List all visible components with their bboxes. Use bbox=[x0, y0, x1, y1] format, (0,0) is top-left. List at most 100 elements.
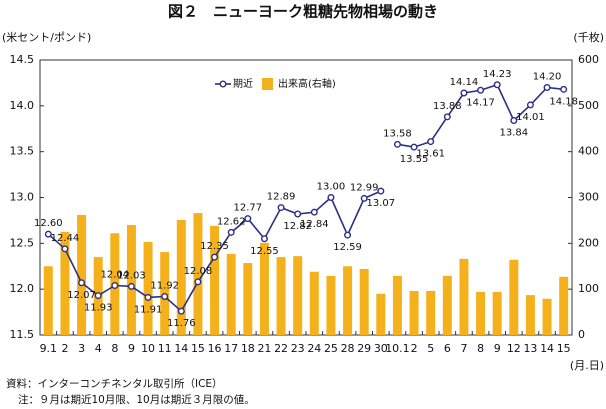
bar bbox=[309, 271, 319, 335]
bar bbox=[210, 225, 220, 335]
bar bbox=[559, 276, 569, 335]
x-tick-label: 22 bbox=[274, 342, 288, 355]
x-tick-label: 2 bbox=[411, 342, 418, 355]
x-tick-label: 8 bbox=[111, 342, 118, 355]
legend-label: 出来高(右軸) bbox=[278, 77, 336, 90]
bar bbox=[243, 263, 253, 335]
x-tick-label: 2 bbox=[61, 342, 68, 355]
x-tick-label: 15 bbox=[191, 342, 205, 355]
x-tick-label: 4 bbox=[95, 342, 102, 355]
data-label: 14.23 bbox=[483, 69, 512, 80]
bar bbox=[509, 259, 519, 335]
line-marker bbox=[94, 292, 102, 300]
data-label: 14.20 bbox=[533, 72, 562, 83]
x-tick-label: 23 bbox=[291, 342, 305, 355]
legend-marker bbox=[219, 80, 227, 88]
bar bbox=[376, 293, 386, 335]
line-marker bbox=[526, 101, 534, 109]
legend-label: 期近 bbox=[233, 77, 253, 90]
line-marker bbox=[277, 204, 285, 212]
data-label: 12.08 bbox=[184, 266, 213, 277]
x-tick-label: 14 bbox=[540, 342, 554, 355]
bar bbox=[293, 256, 303, 335]
bar bbox=[492, 291, 502, 335]
x-tick-label: 17 bbox=[224, 342, 238, 355]
data-label: 13.61 bbox=[416, 149, 445, 160]
line-marker bbox=[244, 215, 252, 223]
source-note: 資料：インターコンチネンタル取引所（ICE） bbox=[6, 377, 223, 390]
bar bbox=[259, 242, 269, 335]
data-label: 11.92 bbox=[150, 281, 179, 292]
bar bbox=[276, 257, 286, 335]
line-marker bbox=[44, 230, 52, 238]
line-marker bbox=[61, 245, 69, 253]
line-marker bbox=[427, 138, 435, 146]
bar bbox=[143, 241, 153, 335]
y-tick-label: 12.5 bbox=[10, 236, 35, 249]
x-tick-label: 9.1 bbox=[40, 342, 58, 355]
legend-swatch bbox=[262, 78, 273, 90]
line-marker bbox=[377, 187, 385, 195]
bar bbox=[226, 253, 236, 335]
x-tick-label: 5 bbox=[427, 342, 434, 355]
footnote: 注：９月は期近10月限、10月は期近３月限の値。 bbox=[18, 393, 255, 406]
x-tick-label: 15 bbox=[557, 342, 571, 355]
bar bbox=[326, 275, 336, 335]
bar bbox=[442, 275, 452, 335]
line-marker bbox=[460, 89, 468, 97]
bar bbox=[359, 269, 369, 335]
data-label: 12.60 bbox=[34, 218, 63, 229]
data-label: 12.07 bbox=[67, 290, 96, 301]
line-marker bbox=[410, 143, 418, 151]
x-tick-label: 8 bbox=[477, 342, 484, 355]
x-tick-label: 21 bbox=[257, 342, 271, 355]
x-tick-label: 6 bbox=[444, 342, 451, 355]
bar bbox=[409, 291, 419, 335]
bar bbox=[193, 213, 203, 335]
y-tick-label: 13.0 bbox=[10, 191, 35, 204]
data-label: 14.17 bbox=[466, 97, 495, 108]
line-marker bbox=[177, 307, 185, 315]
x-tick-label: 25 bbox=[324, 342, 338, 355]
line-marker bbox=[227, 228, 235, 236]
x-tick-label: 12 bbox=[507, 342, 521, 355]
data-label: 11.91 bbox=[134, 304, 163, 315]
line-marker bbox=[294, 210, 302, 218]
x-tick-label: 13 bbox=[523, 342, 537, 355]
data-label: 12.59 bbox=[333, 242, 362, 253]
line-marker bbox=[161, 293, 169, 301]
y2-axis-label: (千枚) bbox=[573, 30, 604, 44]
data-label: 14.14 bbox=[450, 77, 479, 88]
bar bbox=[476, 291, 486, 335]
data-label: 13.88 bbox=[433, 101, 462, 112]
x-tick-label: 3 bbox=[78, 342, 85, 355]
line-marker bbox=[393, 140, 401, 148]
line-marker bbox=[560, 85, 568, 93]
y-tick-label: 14.0 bbox=[10, 99, 35, 112]
data-label: 13.84 bbox=[499, 128, 528, 139]
x-tick-label: 9 bbox=[128, 342, 135, 355]
bar bbox=[426, 291, 436, 335]
y-axis-label: (米セント/ポンド) bbox=[2, 31, 91, 44]
data-label: 13.55 bbox=[400, 154, 429, 165]
y-tick-label: 14.5 bbox=[10, 53, 35, 66]
y-tick-label: 11.5 bbox=[10, 328, 35, 341]
y-tick-label: 12.0 bbox=[10, 282, 35, 295]
x-tick-label: 18 bbox=[241, 342, 255, 355]
data-label: 12.04 bbox=[100, 270, 129, 281]
x-tick-label: 30 bbox=[374, 342, 388, 355]
x-tick-label: 29 bbox=[357, 342, 371, 355]
bar bbox=[176, 219, 186, 335]
data-label: 11.93 bbox=[84, 303, 113, 314]
y2-tick-label: 500 bbox=[578, 99, 599, 112]
y2-tick-label: 300 bbox=[578, 191, 599, 204]
line-marker bbox=[194, 278, 202, 286]
bar bbox=[542, 298, 552, 335]
y2-tick-label: 100 bbox=[578, 282, 599, 295]
bar bbox=[60, 231, 70, 335]
data-label: 12.62 bbox=[217, 216, 246, 227]
y2-tick-label: 600 bbox=[578, 53, 599, 66]
line-marker bbox=[211, 253, 219, 261]
line-marker bbox=[443, 113, 451, 121]
data-label: 12.89 bbox=[267, 192, 296, 203]
